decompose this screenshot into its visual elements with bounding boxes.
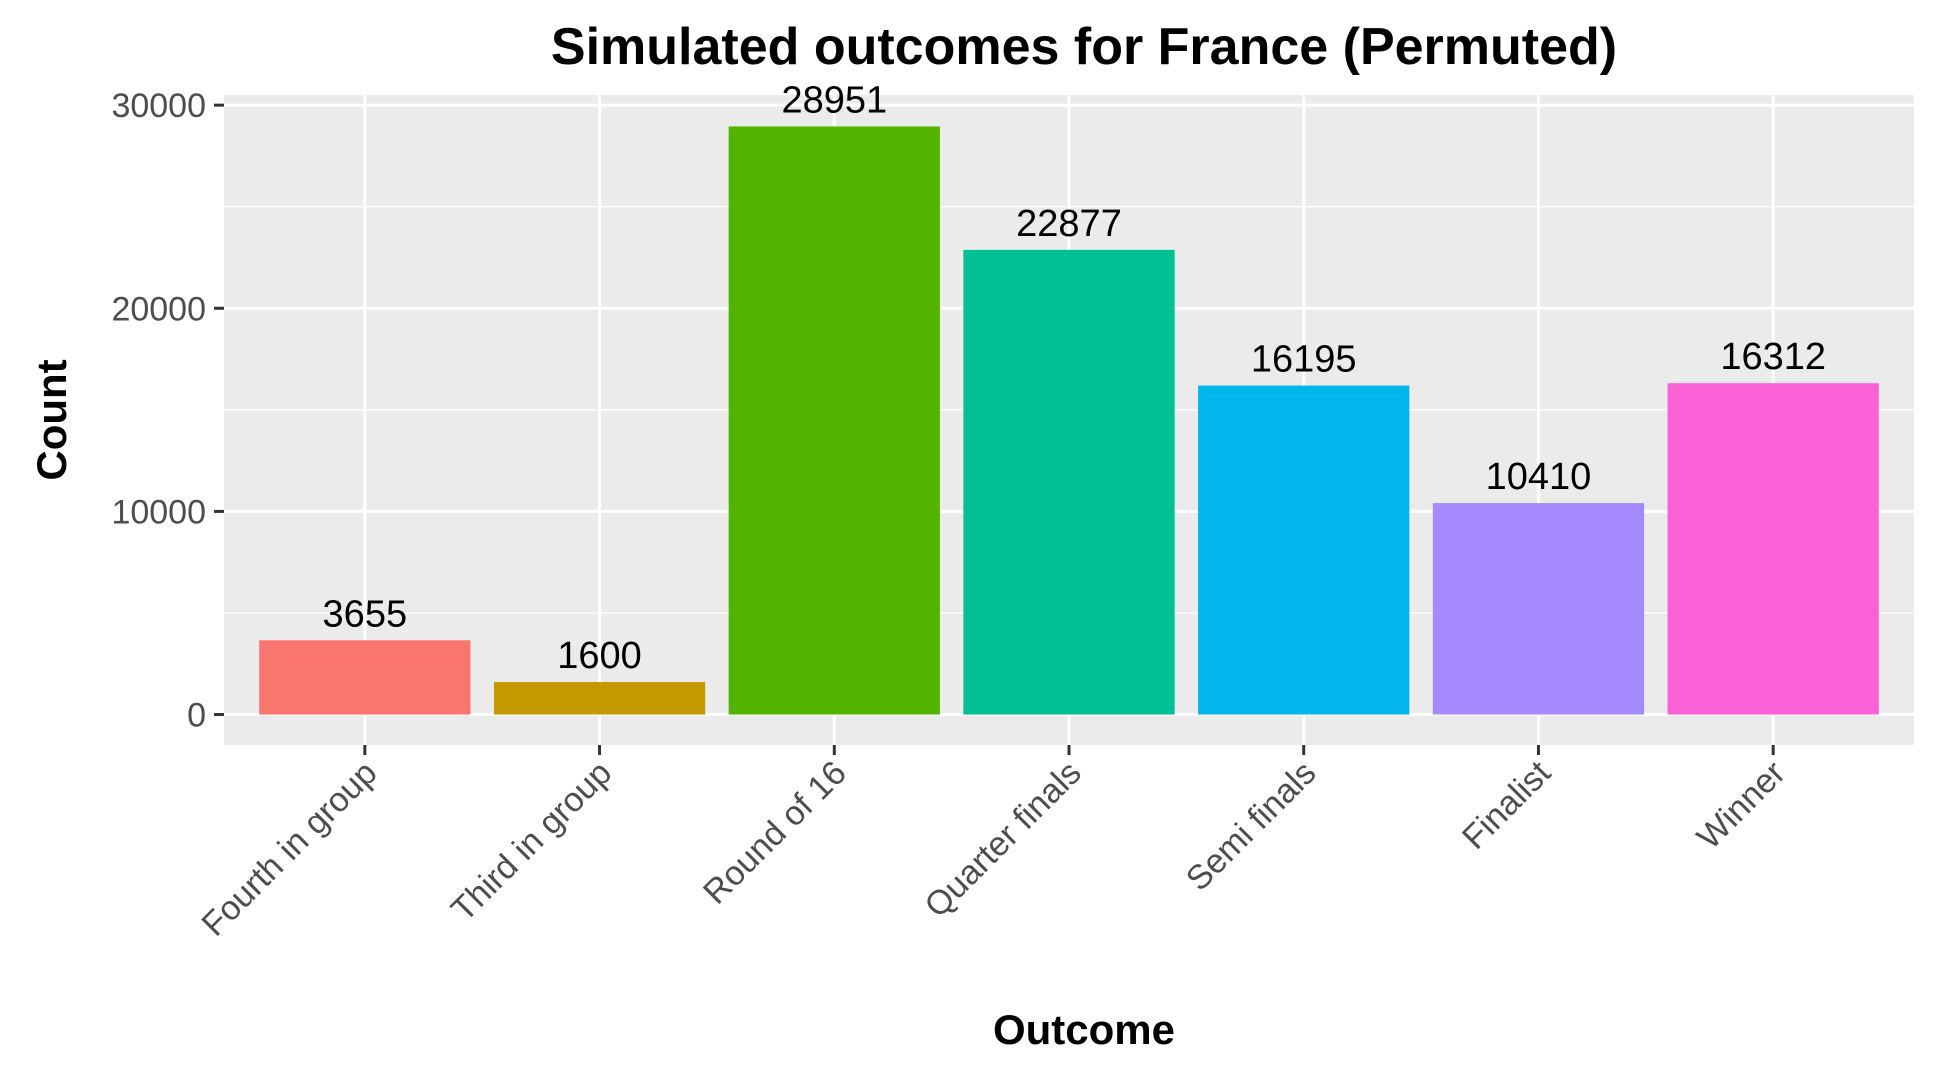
x-tick-label: Third in group bbox=[444, 754, 619, 929]
bar bbox=[963, 249, 1175, 715]
y-tick-label: 20000 bbox=[111, 290, 206, 328]
bar bbox=[1667, 383, 1879, 715]
bar-value-label: 28951 bbox=[781, 79, 887, 121]
y-tick-label: 10000 bbox=[111, 493, 206, 531]
y-tick-label: 0 bbox=[187, 697, 206, 735]
bar-value-label: 22877 bbox=[1016, 203, 1122, 245]
bar bbox=[1432, 503, 1645, 715]
y-axis: 0 10000 20000 30000 bbox=[111, 87, 224, 735]
bars bbox=[259, 126, 1879, 715]
x-axis: Fourth in group Third in group Round of 16… bbox=[195, 745, 1793, 944]
bar-value-label: 16195 bbox=[1251, 339, 1357, 381]
y-tick-label: 30000 bbox=[111, 87, 206, 125]
y-axis-title: Count bbox=[28, 359, 75, 480]
x-tick-label: Fourth in group bbox=[195, 754, 385, 944]
x-tick-label: Round of 16 bbox=[696, 754, 854, 912]
bar bbox=[728, 126, 940, 715]
x-tick-label: Winner bbox=[1690, 754, 1793, 857]
bar-value-label: 16312 bbox=[1720, 336, 1826, 378]
bar bbox=[259, 640, 471, 715]
bar-value-label: 10410 bbox=[1486, 456, 1592, 498]
chart-title: Simulated outcomes for France (Permuted) bbox=[551, 18, 1617, 76]
x-tick-label: Finalist bbox=[1455, 753, 1558, 856]
bar-value-labels: 3655 1600 28951 22877 16195 10410 16312 bbox=[323, 79, 1826, 677]
bar bbox=[493, 682, 706, 715]
bar-value-label: 1600 bbox=[557, 635, 642, 677]
x-axis-title: Outcome bbox=[993, 1006, 1175, 1053]
x-tick-label: Semi finals bbox=[1179, 754, 1323, 898]
x-tick-label: Quarter finals bbox=[917, 754, 1088, 925]
bar-value-label: 3655 bbox=[323, 593, 408, 635]
bar bbox=[1198, 385, 1410, 715]
